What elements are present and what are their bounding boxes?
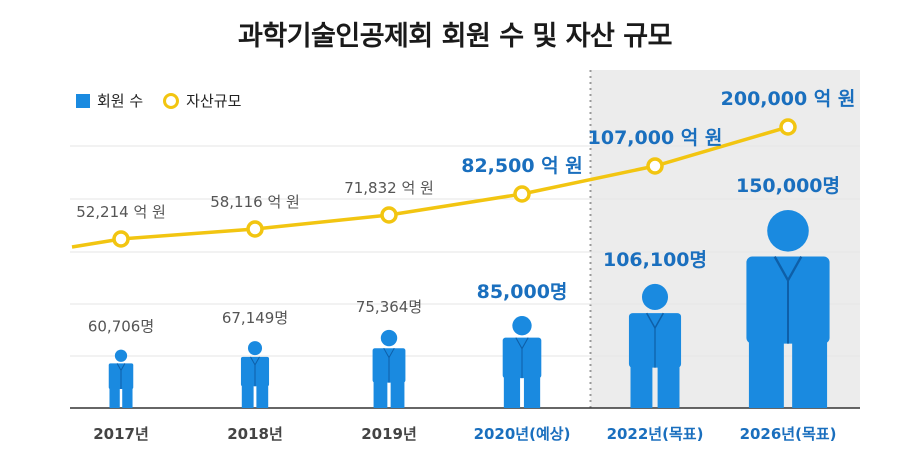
chart-title: 과학기술인공제회 회원 수 및 자산 규모 [238,21,672,52]
member-value-label: 67,149명 [222,309,288,327]
asset-value-label: 52,214 억 원 [76,203,166,221]
member-figure [372,329,406,408]
x-tick-label: 2020년(예상) [474,425,571,443]
asset-point [112,230,130,248]
x-tick-label: 2018년 [227,425,283,443]
asset-value-label: 58,116 억 원 [210,193,300,211]
asset-value-label: 71,832 억 원 [344,179,434,197]
asset-value-label: 82,500 억 원 [461,155,583,177]
member-value-label: 85,000명 [477,281,568,303]
member-value-label: 75,364명 [356,298,422,316]
legend: 회원 수 자산규모 [76,90,241,111]
asset-point [513,185,531,203]
member-figure [628,283,682,408]
asset-value-label: 107,000 억 원 [588,127,723,149]
asset-point [646,157,664,175]
member-value-label: 150,000명 [736,175,840,197]
x-tick-label: 2022년(목표) [607,425,704,443]
asset-point [779,118,797,136]
legend-asset-label: 자산규모 [186,92,242,110]
legend-member-swatch [76,93,90,108]
x-tick-label: 2019년 [361,425,417,443]
asset-point [246,220,264,238]
member-figure [502,316,542,408]
x-tick-label: 2026년(목표) [740,425,837,443]
legend-member-label: 회원 수 [97,92,144,110]
member-figure [240,341,270,408]
x-tick-label: 2017년 [93,425,149,443]
member-value-label: 60,706명 [88,318,154,336]
legend-asset-swatch [163,92,180,109]
asset-point [380,206,398,224]
asset-value-label: 200,000 억 원 [721,88,856,110]
member-figure [108,349,134,408]
member-figure [746,210,830,408]
member-value-label: 106,100명 [603,249,707,271]
